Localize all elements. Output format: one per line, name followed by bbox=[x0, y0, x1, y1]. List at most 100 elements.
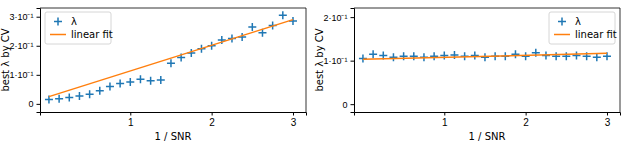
x-tick: 1 bbox=[128, 112, 134, 128]
x-tick-mark bbox=[130, 112, 131, 116]
x-tick-mark bbox=[526, 112, 527, 116]
y-tick-label: 3·10⁻¹ bbox=[9, 12, 33, 22]
point bbox=[86, 90, 94, 98]
x-axis-line bbox=[41, 113, 307, 116]
fit-line bbox=[363, 53, 607, 59]
legend-label: linear fit bbox=[575, 29, 617, 40]
point bbox=[511, 50, 519, 58]
y-tick-mark bbox=[37, 46, 41, 47]
y-tick: 1·10⁻¹ bbox=[323, 56, 354, 66]
frame bbox=[354, 8, 620, 9]
x-tick: 3 bbox=[291, 112, 297, 128]
x-tick: 2 bbox=[209, 112, 215, 128]
x-axis: 1 2 3 bbox=[355, 112, 621, 128]
x-tick-mark bbox=[293, 112, 294, 116]
point bbox=[481, 53, 489, 61]
y-tick-label: 0 bbox=[28, 99, 33, 109]
point bbox=[126, 78, 134, 86]
x-tick-label: 3 bbox=[291, 117, 297, 128]
legend-swatch bbox=[54, 18, 62, 26]
panel: 1 2 3 0 1·10⁻¹ 2·10⁻¹ 1 / SNR best λ by CV λ line… bbox=[314, 8, 621, 142]
point bbox=[147, 77, 155, 85]
point bbox=[552, 52, 560, 60]
point bbox=[106, 82, 114, 90]
y-tick-label: 1·10⁻¹ bbox=[323, 56, 347, 66]
y-tick: 1·10⁻¹ bbox=[9, 70, 40, 80]
y-tick-label: 0 bbox=[342, 100, 347, 110]
y-tick: 0 bbox=[28, 99, 40, 109]
point bbox=[410, 52, 418, 60]
point bbox=[96, 87, 104, 95]
legend: λ linear fit bbox=[45, 12, 113, 44]
point bbox=[167, 59, 175, 67]
point bbox=[389, 53, 397, 61]
x-tick-label: 3 bbox=[605, 117, 611, 128]
x-tick: 2 bbox=[523, 112, 529, 128]
y-tick-mark bbox=[37, 75, 41, 76]
y-tick-label: 2·10⁻¹ bbox=[9, 41, 33, 51]
y-tick-mark bbox=[351, 104, 355, 105]
y-tick: 2·10⁻¹ bbox=[323, 13, 354, 23]
frame bbox=[40, 8, 306, 9]
point bbox=[522, 52, 530, 60]
x-tick: 3 bbox=[605, 112, 611, 128]
legend-label: linear fit bbox=[71, 29, 113, 40]
x-tick-mark bbox=[607, 112, 608, 116]
point bbox=[248, 23, 256, 31]
point bbox=[136, 75, 144, 83]
y-tick-mark bbox=[351, 61, 355, 62]
legend-swatch bbox=[554, 34, 570, 36]
point bbox=[430, 52, 438, 60]
x-axis: 1 2 3 bbox=[41, 112, 307, 128]
point bbox=[116, 80, 124, 88]
frame bbox=[306, 8, 307, 112]
legend: λ linear fit bbox=[549, 12, 617, 44]
y-axis: 0 1·10⁻¹ 2·10⁻¹ bbox=[323, 9, 354, 113]
point bbox=[593, 53, 601, 61]
x-tick-label: 1 bbox=[442, 117, 448, 128]
point bbox=[359, 54, 367, 62]
y-axis-title: best λ by CV bbox=[314, 28, 325, 91]
x-tick-label: 1 bbox=[128, 117, 134, 128]
point bbox=[572, 51, 580, 59]
x-tick-mark bbox=[444, 112, 445, 116]
point bbox=[279, 11, 287, 19]
x-tick: 1 bbox=[442, 112, 448, 128]
legend-label: λ bbox=[575, 16, 581, 27]
point bbox=[75, 92, 83, 100]
x-axis-title: 1 / SNR bbox=[469, 131, 506, 142]
y-tick: 0 bbox=[342, 100, 354, 110]
x-axis-title: 1 / SNR bbox=[155, 131, 192, 142]
figure: 1 2 3 0 1·10⁻¹ 2·10⁻¹ 3·10⁻¹ 1 / SNR best λ by C… bbox=[0, 0, 628, 146]
plot-area bbox=[45, 11, 297, 103]
fit-line bbox=[49, 20, 293, 97]
y-tick-mark bbox=[351, 17, 355, 18]
y-axis: 0 1·10⁻¹ 2·10⁻¹ 3·10⁻¹ bbox=[9, 9, 40, 113]
x-tick-label: 2 bbox=[523, 117, 529, 128]
y-tick: 3·10⁻¹ bbox=[9, 12, 40, 22]
legend-swatch bbox=[50, 34, 66, 36]
point bbox=[55, 95, 63, 103]
y-tick-label: 1·10⁻¹ bbox=[9, 70, 33, 80]
y-tick-mark bbox=[37, 104, 41, 105]
y-tick-label: 2·10⁻¹ bbox=[323, 13, 347, 23]
point bbox=[157, 76, 165, 84]
x-axis-line bbox=[355, 113, 621, 116]
point bbox=[369, 50, 377, 58]
y-axis-title: best λ by CV bbox=[0, 28, 11, 91]
point bbox=[45, 96, 53, 104]
y-axis-line bbox=[351, 9, 355, 113]
x-tick-mark bbox=[212, 112, 213, 116]
y-tick-mark bbox=[37, 17, 41, 18]
point bbox=[65, 93, 73, 101]
frame bbox=[620, 8, 621, 112]
x-tick-label: 2 bbox=[209, 117, 215, 128]
panel: 1 2 3 0 1·10⁻¹ 2·10⁻¹ 3·10⁻¹ 1 / SNR best λ by C… bbox=[0, 8, 307, 142]
y-axis-line bbox=[37, 9, 41, 113]
legend-swatch bbox=[558, 18, 566, 26]
legend-label: λ bbox=[71, 16, 77, 27]
y-tick: 2·10⁻¹ bbox=[9, 41, 40, 51]
point bbox=[471, 51, 479, 59]
point bbox=[440, 51, 448, 59]
plot-area bbox=[359, 49, 611, 63]
